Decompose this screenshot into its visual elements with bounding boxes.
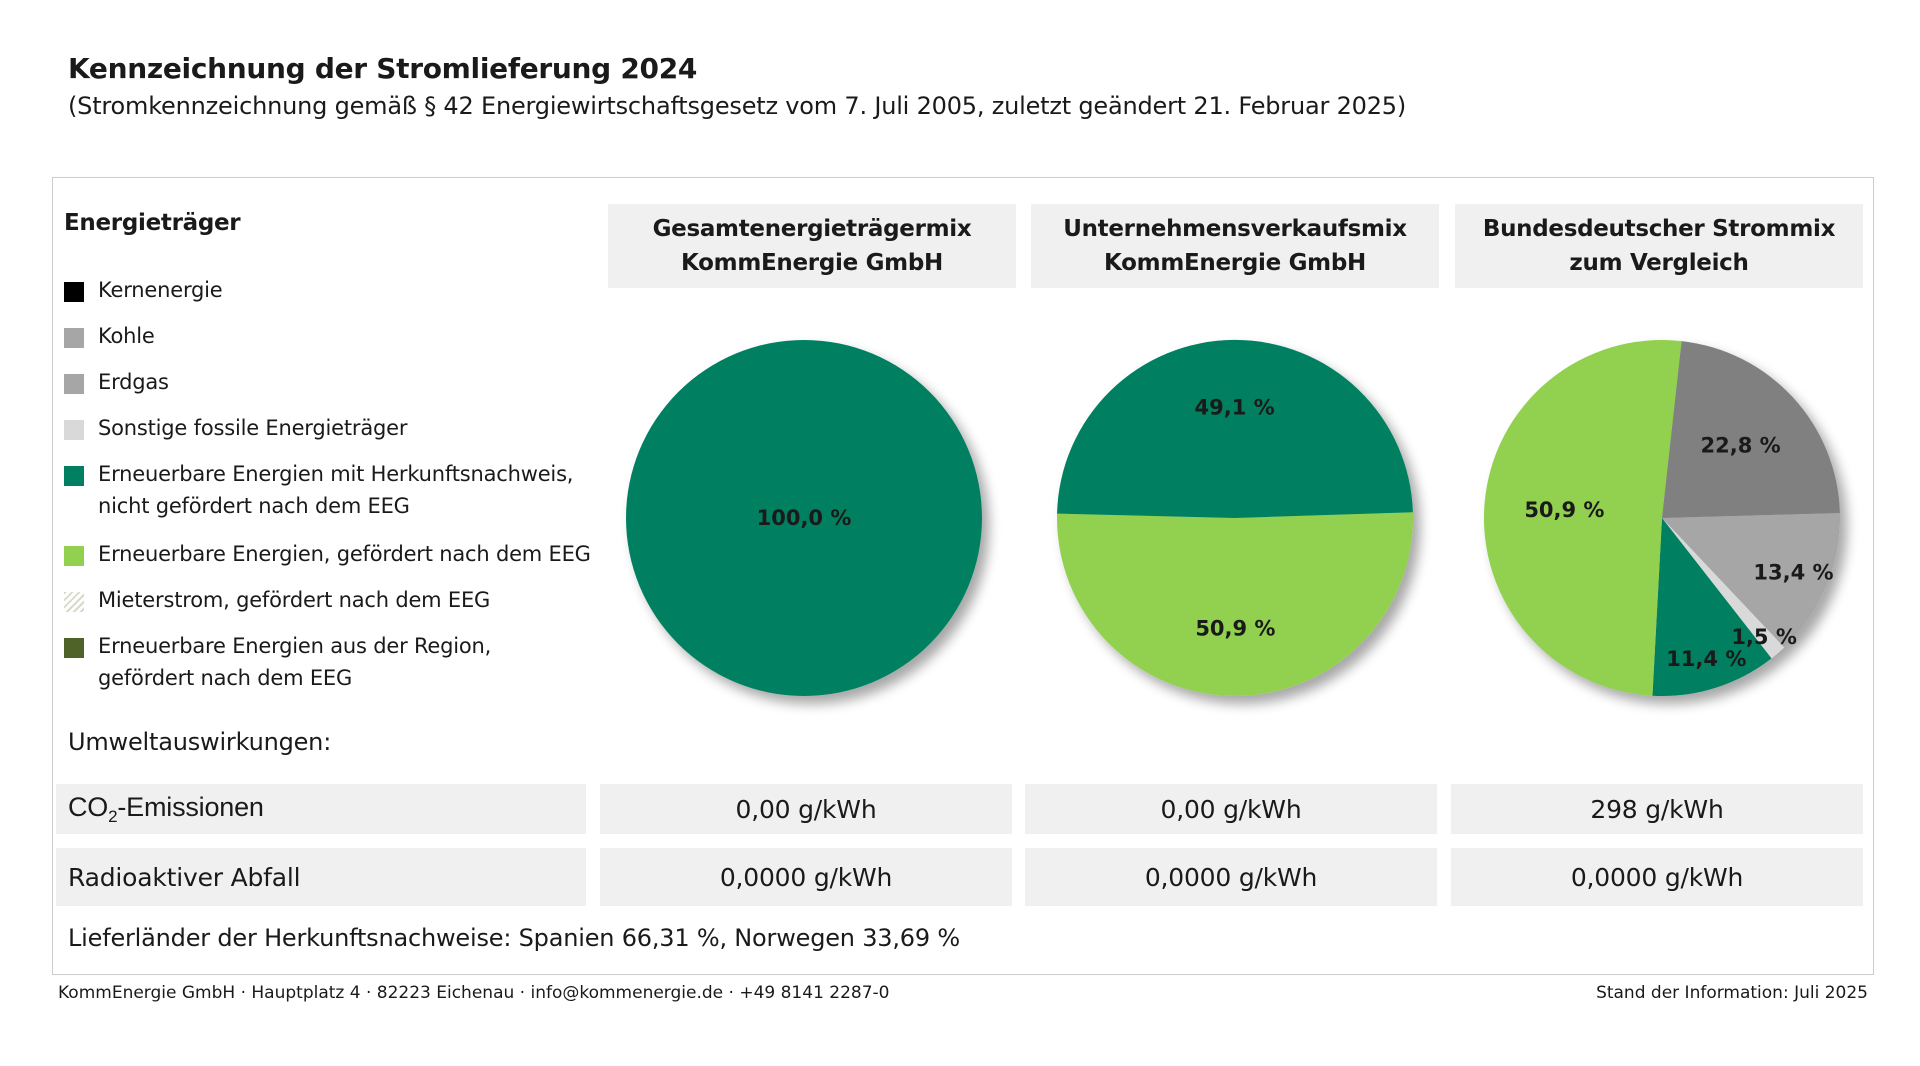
radioactive-row-label: Radioaktiver Abfall xyxy=(56,848,586,906)
pie-data-label: 22,8 % xyxy=(1701,434,1781,458)
legend-label: Erneuerbare Energien, gefördert nach dem… xyxy=(98,542,591,566)
legend-item-kohle: Kohle xyxy=(64,324,155,352)
pie-slices xyxy=(1483,339,1840,696)
co2-value-gesamtmix: 0,00 g/kWh xyxy=(600,784,1012,834)
co2-label: CO2-Emissionen xyxy=(68,791,264,826)
legend-label: Mieterstrom, gefördert nach dem EEG xyxy=(98,588,491,612)
legend-swatch xyxy=(64,328,84,348)
pie-data-label: 49,1 % xyxy=(1195,396,1275,420)
pie-slices xyxy=(626,340,982,696)
legend-swatch xyxy=(64,638,84,658)
legend-swatch xyxy=(64,374,84,394)
legend-item-mieterstrom: Mieterstrom, gefördert nach dem EEG xyxy=(64,588,490,616)
legend-swatch xyxy=(64,420,84,440)
co2-value-verkaufsmix: 0,00 g/kWh xyxy=(1025,784,1437,834)
pie-chart-bundesmix: 13,4 % 1,5 %11,4 % 50,9 % 22,8 % xyxy=(1483,339,1840,696)
legend-swatch xyxy=(64,466,84,486)
pie-data-label: 50,9 % xyxy=(1524,498,1604,522)
pie-chart-gesamtmix: 100,0 % xyxy=(626,340,982,696)
column-heading-bundesmix: Bundesdeutscher Strommix zum Vergleich xyxy=(1455,204,1863,288)
legend-label: Kernenergie xyxy=(98,278,223,302)
legend-title: Energieträger xyxy=(64,210,241,236)
legend-item-erdgas: Erdgas xyxy=(64,370,169,398)
pie-slice xyxy=(1662,341,1840,518)
legend-item-ee-herkunftsnachweis: Erneuerbare Energien mit Herkunftsnachwe… xyxy=(64,462,573,522)
pie-data-label: 13,4 % xyxy=(1753,561,1833,585)
co2-row-label: CO2-Emissionen xyxy=(56,784,586,834)
radioactive-value-gesamtmix: 0,0000 g/kWh xyxy=(600,848,1012,906)
legend-item-sonstige-fossile: Sonstige fossile Energieträger xyxy=(64,416,407,444)
legend-label: Kohle xyxy=(98,324,155,348)
footer-contact: KommEnergie GmbH · Hauptplatz 4 · 82223 … xyxy=(58,983,890,1003)
page-subtitle: (Stromkennzeichnung gemäß § 42 Energiewi… xyxy=(68,92,1407,120)
legend-label: Erneuerbare Energien mit Herkunftsnachwe… xyxy=(98,462,574,518)
pie-slice xyxy=(626,340,982,696)
pie-slice xyxy=(1662,513,1840,648)
environment-heading: Umweltauswirkungen: xyxy=(68,728,332,756)
pie-slices xyxy=(1056,339,1413,696)
legend-item-kernenergie: Kernenergie xyxy=(64,278,223,306)
column-heading-gesamtmix: Gesamtenergieträgermix KommEnergie GmbH xyxy=(608,204,1016,288)
legend-label: Sonstige fossile Energieträger xyxy=(98,416,408,440)
pie-data-label: 50,9 % xyxy=(1195,616,1275,640)
pie-slice xyxy=(1057,339,1413,518)
legend-label: Erneuerbare Energien aus der Region, gef… xyxy=(98,634,492,690)
pie-data-label: 1,5 % xyxy=(1731,625,1797,649)
pie-slice xyxy=(1056,512,1413,696)
pie-slice xyxy=(1483,339,1682,696)
pie-data-label: 100,0 % xyxy=(757,506,852,530)
legend-swatch xyxy=(64,282,84,302)
origin-countries: Lieferländer der Herkunftsnachweise: Spa… xyxy=(68,924,960,952)
legend-item-ee-eeg: Erneuerbare Energien, gefördert nach dem… xyxy=(64,542,591,570)
column-heading-verkaufsmix: Unternehmensverkaufsmix KommEnergie GmbH xyxy=(1031,204,1439,288)
legend-swatch xyxy=(64,546,84,566)
co2-value-bundesmix: 298 g/kWh xyxy=(1451,784,1863,834)
footer-status: Stand der Information: Juli 2025 xyxy=(1596,983,1868,1003)
pie-data-label: 11,4 % xyxy=(1666,647,1746,671)
pie-slice xyxy=(1662,518,1785,659)
radioactive-value-bundesmix: 0,0000 g/kWh xyxy=(1451,848,1863,906)
pie-slice xyxy=(1652,518,1772,696)
radioactive-value-verkaufsmix: 0,0000 g/kWh xyxy=(1025,848,1437,906)
legend-swatch xyxy=(64,592,84,612)
page-title: Kennzeichnung der Stromlieferung 2024 xyxy=(68,52,698,85)
legend-item-ee-region: Erneuerbare Energien aus der Region, gef… xyxy=(64,634,491,694)
pie-chart-verkaufsmix: 50,9 % 49,1 % xyxy=(1056,339,1413,696)
legend-label: Erdgas xyxy=(98,370,169,394)
